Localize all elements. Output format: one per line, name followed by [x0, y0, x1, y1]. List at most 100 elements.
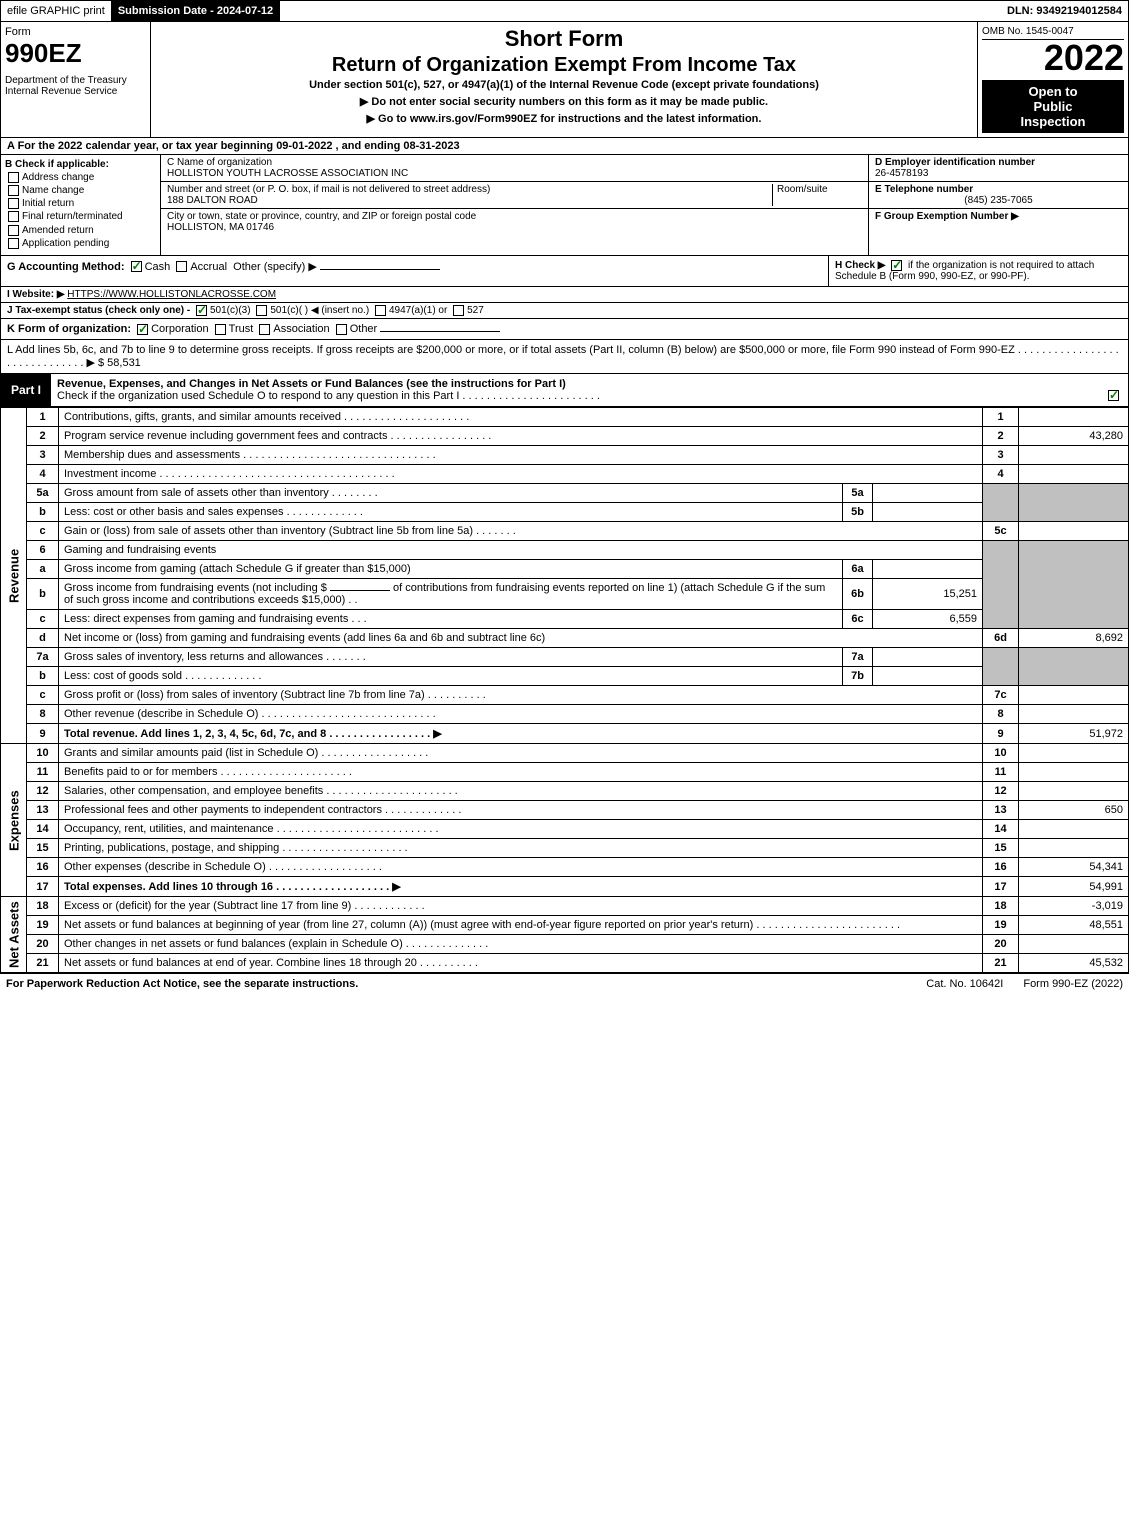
j-4947-checkbox[interactable]: [375, 305, 386, 316]
l11-amt: [1019, 763, 1129, 782]
open-line-2: Public: [984, 99, 1122, 114]
k-trust-checkbox[interactable]: [215, 324, 226, 335]
g-cash-checkbox[interactable]: [131, 261, 142, 272]
opt-final-return[interactable]: Final return/terminated: [5, 211, 156, 222]
line-20: 20 Other changes in net assets or fund b…: [1, 935, 1129, 954]
l20-rnum: 20: [983, 935, 1019, 954]
opt-name-change[interactable]: Name change: [5, 185, 156, 196]
line-2: 2 Program service revenue including gove…: [1, 427, 1129, 446]
opt-initial-return[interactable]: Initial return: [5, 198, 156, 209]
l12-num: 12: [27, 782, 59, 801]
l6a-num: a: [27, 560, 59, 579]
c-addr-label: Number and street (or P. O. box, if mail…: [167, 184, 772, 195]
l6d-amt: 8,692: [1019, 629, 1129, 648]
l1-amt: [1019, 408, 1129, 427]
part-1-table: Revenue 1 Contributions, gifts, grants, …: [0, 407, 1129, 973]
l14-amt: [1019, 820, 1129, 839]
k-other-label: Other: [350, 323, 378, 335]
l12-rnum: 12: [983, 782, 1019, 801]
part-1-schedule-o-checkbox[interactable]: [1108, 390, 1119, 401]
k-corp-label: Corporation: [151, 323, 208, 335]
k-other-checkbox[interactable]: [336, 324, 347, 335]
d-ein-value: 26-4578193: [875, 168, 1122, 179]
l3-num: 3: [27, 446, 59, 465]
opt-name-change-label: Name change: [22, 185, 84, 196]
l6b-blank[interactable]: [330, 590, 390, 591]
l5c-num: c: [27, 522, 59, 541]
j-501c3-checkbox[interactable]: [196, 305, 207, 316]
l15-text: Printing, publications, postage, and shi…: [59, 839, 983, 858]
k-assoc-label: Association: [273, 323, 329, 335]
j-501c-checkbox[interactable]: [256, 305, 267, 316]
l5c-text: Gain or (loss) from sale of assets other…: [59, 522, 983, 541]
l7b-mn: 7b: [843, 667, 873, 686]
l4-amt: [1019, 465, 1129, 484]
k-corp-checkbox[interactable]: [137, 324, 148, 335]
l16-rnum: 16: [983, 858, 1019, 877]
opt-application-pending-label: Application pending: [22, 238, 109, 249]
c-addr-value: 188 DALTON ROAD: [167, 195, 772, 206]
tax-year: 2022: [982, 40, 1124, 76]
d-ein-label: D Employer identification number: [875, 157, 1122, 168]
form-number: 990EZ: [5, 38, 146, 69]
l21-amt: 45,532: [1019, 954, 1129, 973]
j-527-label: 527: [467, 305, 484, 316]
l6-num: 6: [27, 541, 59, 560]
opt-address-change[interactable]: Address change: [5, 172, 156, 183]
l7a-mv: [873, 648, 983, 667]
l9-text: Total revenue. Add lines 1, 2, 3, 4, 5c,…: [59, 724, 983, 744]
part-1-title: Revenue, Expenses, and Changes in Net As…: [57, 378, 566, 390]
l3-amt: [1019, 446, 1129, 465]
f-group-cell: F Group Exemption Number ▶: [869, 209, 1128, 255]
l6-grey: [983, 541, 1019, 629]
dln: DLN: 93492194012584: [1001, 1, 1128, 21]
g-other-label: Other (specify) ▶: [233, 261, 317, 273]
l7c-num: c: [27, 686, 59, 705]
l14-text: Occupancy, rent, utilities, and maintena…: [59, 820, 983, 839]
g-accrual-checkbox[interactable]: [176, 261, 187, 272]
l10-rnum: 10: [983, 744, 1019, 763]
k-trust-label: Trust: [229, 323, 254, 335]
l17-rnum: 17: [983, 877, 1019, 897]
j-527-checkbox[interactable]: [453, 305, 464, 316]
c-name-label: C Name of organization: [167, 157, 862, 168]
l7b-num: b: [27, 667, 59, 686]
l10-amt: [1019, 744, 1129, 763]
l2-num: 2: [27, 427, 59, 446]
c-city-label: City or town, state or province, country…: [167, 211, 862, 222]
part-1-title-box: Revenue, Expenses, and Changes in Net As…: [51, 374, 1128, 406]
k-assoc-checkbox[interactable]: [259, 324, 270, 335]
l5ab-grey-amt: [1019, 484, 1129, 522]
l7c-amt: [1019, 686, 1129, 705]
e-phone-label: E Telephone number: [875, 184, 1122, 195]
j-label: J Tax-exempt status (check only one) -: [7, 305, 193, 316]
l6d-rnum: 6d: [983, 629, 1019, 648]
l12-text: Salaries, other compensation, and employ…: [59, 782, 983, 801]
row-l-gross-receipts: L Add lines 5b, 6c, and 7b to line 9 to …: [0, 340, 1129, 374]
g-other-input[interactable]: [320, 269, 440, 270]
line-19: 19 Net assets or fund balances at beginn…: [1, 916, 1129, 935]
h-schedule-b: H Check ▶ if the organization is not req…: [828, 256, 1128, 286]
instruction-1: ▶ Do not enter social security numbers o…: [159, 95, 969, 108]
form-header: Form 990EZ Department of the Treasury In…: [0, 22, 1129, 138]
l18-text: Excess or (deficit) for the year (Subtra…: [59, 897, 983, 916]
l15-num: 15: [27, 839, 59, 858]
l16-text: Other expenses (describe in Schedule O) …: [59, 858, 983, 877]
l5c-amt: [1019, 522, 1129, 541]
submission-date: Submission Date - 2024-07-12: [112, 1, 280, 21]
l10-text: Grants and similar amounts paid (list in…: [59, 744, 983, 763]
l14-rnum: 14: [983, 820, 1019, 839]
opt-amended-return[interactable]: Amended return: [5, 225, 156, 236]
l-text: L Add lines 5b, 6c, and 7b to line 9 to …: [7, 344, 1119, 369]
d-ein-cell: D Employer identification number 26-4578…: [869, 155, 1128, 182]
l10-num: 10: [27, 744, 59, 763]
h-checkbox[interactable]: [891, 260, 902, 271]
l6c-num: c: [27, 610, 59, 629]
l21-num: 21: [27, 954, 59, 973]
line-6a: a Gross income from gaming (attach Sched…: [1, 560, 1129, 579]
line-13: 13 Professional fees and other payments …: [1, 801, 1129, 820]
opt-address-change-label: Address change: [22, 172, 94, 183]
opt-application-pending[interactable]: Application pending: [5, 238, 156, 249]
l5a-text: Gross amount from sale of assets other t…: [59, 484, 843, 503]
k-other-input[interactable]: [380, 331, 500, 332]
